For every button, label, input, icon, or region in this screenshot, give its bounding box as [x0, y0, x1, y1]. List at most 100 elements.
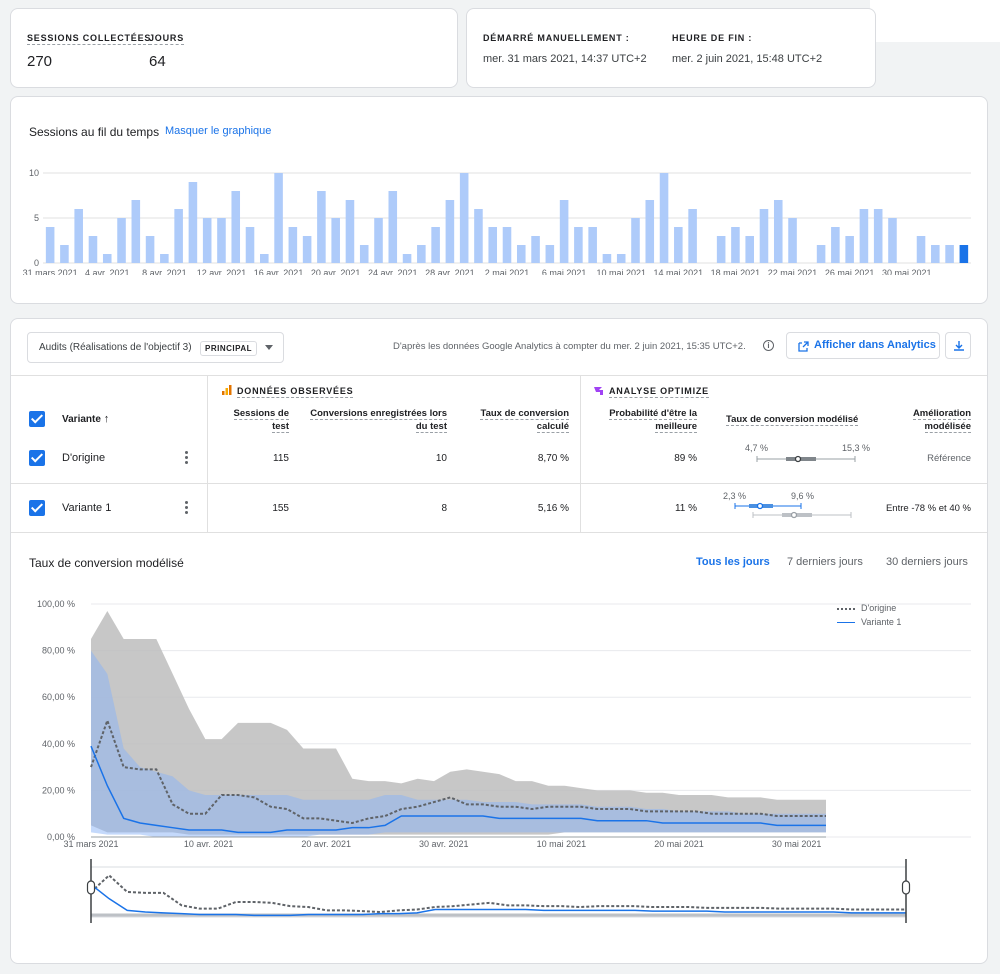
bar — [445, 200, 455, 263]
sessions-value: 270 — [27, 53, 53, 70]
bar — [631, 218, 640, 263]
navigator-original-line — [90, 873, 906, 914]
bar — [317, 191, 326, 263]
download-button[interactable] — [945, 332, 971, 359]
bar — [659, 173, 669, 263]
bar — [74, 209, 83, 263]
info-icon[interactable]: i — [763, 340, 774, 351]
divider — [207, 375, 208, 533]
bar — [488, 227, 498, 263]
col-rate-header: Taux de conversion calculé — [480, 408, 569, 433]
more-vert-icon[interactable] — [185, 451, 189, 466]
select-all-checkbox[interactable] — [29, 411, 45, 427]
range-high-label: 15,3 % — [842, 443, 871, 453]
navigator-variant-line — [90, 883, 906, 917]
bar — [260, 254, 269, 263]
bar — [502, 227, 512, 263]
bar — [773, 200, 783, 263]
bar — [859, 209, 869, 263]
objective-select-label: Audits (Réalisations de l'objectif 3) — [39, 342, 192, 353]
bar — [616, 254, 626, 263]
divider — [580, 375, 581, 533]
x-tick-label: 26 mai 2021 — [825, 268, 875, 275]
bar — [88, 236, 98, 263]
y-tick-label: 5 — [34, 213, 39, 223]
hide-chart-link[interactable]: Masquer le graphique — [165, 125, 272, 137]
bar — [559, 200, 569, 263]
rate-cell: 8,70 % — [537, 453, 569, 464]
bar — [602, 254, 612, 263]
bar — [45, 227, 55, 263]
days-stat: JOURS 64 — [149, 33, 185, 70]
tab-last-30-days[interactable]: 30 derniers jours — [886, 556, 968, 568]
navigator-drag-handle[interactable] — [901, 880, 911, 895]
y-tick-label: 80,00 % — [42, 646, 75, 656]
y-tick-label: 60,00 % — [42, 692, 75, 702]
divider — [11, 532, 987, 533]
divider — [11, 375, 987, 376]
range-low-label: 2,3 % — [723, 491, 747, 501]
navigator-drag-handle[interactable] — [86, 880, 96, 895]
modeled-range-boxplot — [756, 455, 856, 463]
sessions-cell: 115 — [273, 453, 289, 464]
y-tick-label: 0 — [34, 258, 39, 268]
original-series-line — [90, 717, 826, 825]
end-stat: HEURE DE FIN : mer. 2 juin 2021, 15:48 U… — [672, 33, 822, 65]
row-checkbox[interactable] — [29, 500, 45, 516]
bar — [759, 209, 769, 263]
x-tick-label: 16 avr. 2021 — [254, 268, 304, 275]
bar — [716, 236, 726, 263]
col-conversions-header: Conversions enregistrées lors du test — [310, 408, 447, 433]
bar — [202, 218, 212, 263]
summary-card-dates: DÉMARRÉ MANUELLEMENT : mer. 31 mars 2021… — [466, 8, 876, 88]
bar — [674, 227, 683, 263]
variant-name: D'origine — [62, 452, 106, 464]
x-tick-label: 20 avr. 2021 — [301, 839, 351, 849]
experiment-card: Audits (Réalisations de l'objectif 3) PR… — [10, 318, 988, 964]
sessions-stat: SESSIONS COLLECTÉES 270 — [27, 33, 152, 70]
sessions-chart-title: Sessions au fil du temps — [29, 125, 160, 139]
modeled-range-boxplot — [734, 502, 852, 519]
bar — [845, 236, 854, 263]
bar — [545, 245, 555, 263]
open-external-icon — [798, 341, 809, 352]
tab-all-days[interactable]: Tous les jours — [696, 556, 770, 568]
x-tick-label: 10 avr. 2021 — [184, 839, 234, 849]
sessions-cell: 155 — [272, 503, 289, 514]
variant-sort-header[interactable]: Variante ↑ — [62, 413, 109, 425]
modeled-line-chart: 100,00 % 80,00 % 60,00 % 40,00 % 20,00 % 0,00… — [37, 599, 971, 849]
bar — [288, 227, 298, 263]
bar — [831, 227, 840, 263]
x-tick-label: 20 avr. 2021 — [311, 268, 361, 275]
bar — [931, 245, 940, 263]
more-vert-icon[interactable] — [185, 501, 189, 516]
conversions-cell: 8 — [441, 503, 447, 514]
bar — [274, 173, 283, 263]
summary-card-sessions: SESSIONS COLLECTÉES 270 JOURS 64 — [10, 8, 458, 88]
tab-last-7-days[interactable]: 7 derniers jours — [787, 556, 863, 568]
x-tick-label: 30 mai 2021 — [772, 839, 822, 849]
x-tick-label: 4 avr. 2021 — [85, 268, 130, 275]
objective-select[interactable]: Audits (Réalisations de l'objectif 3) PR… — [27, 332, 284, 363]
legend-swatch — [837, 622, 855, 623]
bar — [402, 254, 412, 263]
download-icon — [954, 341, 964, 351]
bar — [431, 227, 440, 263]
view-in-analytics-button[interactable]: Afficher dans Analytics — [786, 332, 940, 359]
range-high-label: 9,6 % — [791, 491, 815, 501]
row-checkbox[interactable] — [29, 450, 45, 466]
start-label: DÉMARRÉ MANUELLEMENT : — [483, 33, 630, 43]
y-tick-label: 40,00 % — [42, 739, 75, 749]
improvement-cell: Entre -78 % et 40 % — [885, 503, 971, 514]
x-tick-label: 14 mai 2021 — [654, 268, 704, 275]
bar — [816, 245, 826, 263]
bar — [117, 218, 126, 263]
bar — [788, 218, 797, 263]
bar — [688, 209, 697, 263]
end-value: mer. 2 juin 2021, 15:48 UTC+2 — [672, 53, 823, 65]
probability-cell: 89 % — [674, 453, 697, 464]
rate-cell: 5,16 % — [537, 503, 569, 514]
range-navigator[interactable] — [11, 857, 987, 927]
chevron-down-icon — [265, 345, 273, 350]
bar — [459, 173, 469, 263]
